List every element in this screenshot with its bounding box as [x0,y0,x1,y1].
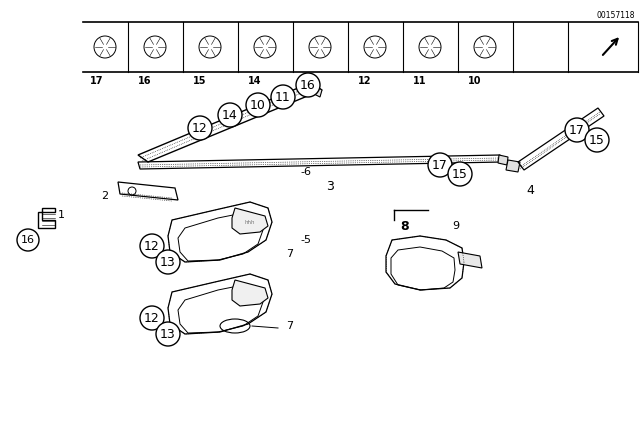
Text: -6: -6 [300,167,311,177]
Text: 2: 2 [101,191,108,201]
Polygon shape [308,83,322,97]
Text: 00157118: 00157118 [596,11,635,20]
Circle shape [156,322,180,346]
Text: 15: 15 [452,168,468,181]
Circle shape [448,162,472,186]
Text: 10: 10 [250,99,266,112]
Circle shape [296,73,320,97]
Text: 8: 8 [401,220,410,233]
Text: 12: 12 [144,311,160,324]
Text: hhh: hhh [244,220,255,224]
Circle shape [156,250,180,274]
Polygon shape [458,252,482,268]
Text: 7: 7 [286,249,293,259]
Polygon shape [498,155,508,165]
Text: 16: 16 [138,76,152,86]
Text: 14: 14 [248,76,262,86]
Circle shape [218,103,242,127]
Text: -5: -5 [300,235,311,245]
Text: 14: 14 [222,108,238,121]
Circle shape [246,93,270,117]
Text: 16: 16 [21,235,35,245]
Text: 17: 17 [569,124,585,137]
Circle shape [188,116,212,140]
Text: 7: 7 [286,321,293,331]
Circle shape [271,85,295,109]
Circle shape [140,234,164,258]
Text: 4: 4 [526,184,534,197]
Circle shape [565,118,589,142]
Circle shape [17,229,39,251]
Text: 17: 17 [432,159,448,172]
Text: 11: 11 [413,76,426,86]
Polygon shape [232,280,268,306]
Text: 13: 13 [160,255,176,268]
Text: 1: 1 [58,210,65,220]
Text: 13: 13 [160,327,176,340]
Polygon shape [506,160,520,172]
Circle shape [140,306,164,330]
Text: 11: 11 [275,90,291,103]
Text: 16: 16 [300,78,316,91]
Circle shape [585,128,609,152]
Text: 15: 15 [589,134,605,146]
Circle shape [428,153,452,177]
Text: 12: 12 [144,240,160,253]
Text: 17: 17 [90,76,104,86]
Text: 10: 10 [468,76,481,86]
Text: 12: 12 [358,76,371,86]
Text: 13: 13 [303,76,317,86]
Text: 3: 3 [326,180,334,193]
Text: 12: 12 [192,121,208,134]
Text: 15: 15 [193,76,207,86]
Polygon shape [232,208,268,234]
Text: 9: 9 [452,221,460,231]
